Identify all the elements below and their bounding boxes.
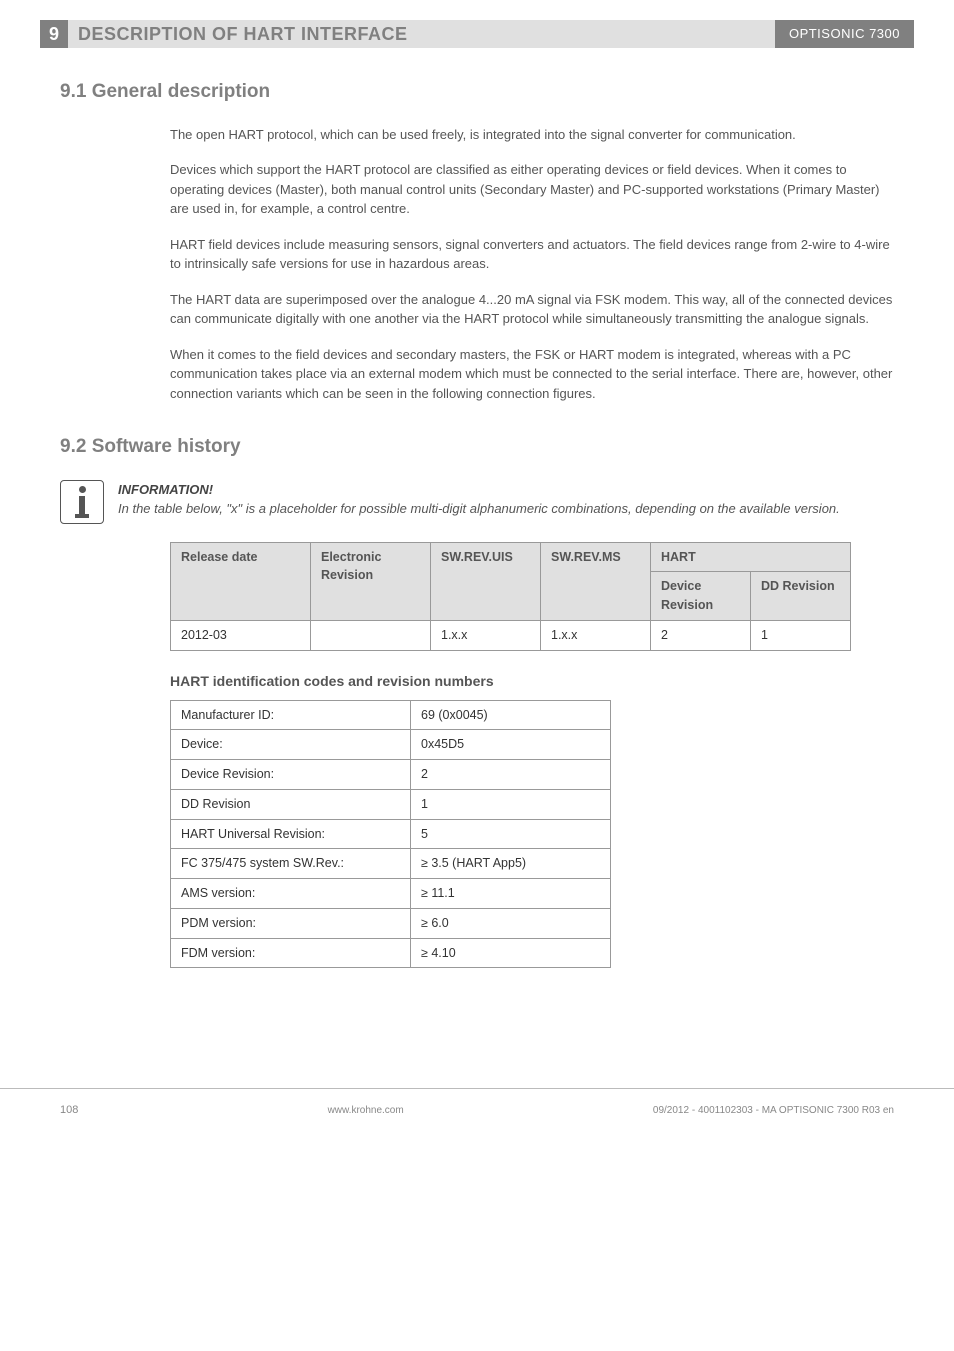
cell-ms: 1.x.x — [541, 620, 651, 650]
paragraph: HART field devices include measuring sen… — [170, 235, 894, 274]
identification-table: Manufacturer ID:69 (0x0045)Device:0x45D5… — [170, 700, 611, 969]
id-value: ≥ 3.5 (HART App5) — [411, 849, 611, 879]
paragraph: When it comes to the field devices and s… — [170, 345, 894, 404]
software-history-table: Release date Electronic Revision SW.REV.… — [170, 542, 851, 651]
th-hart: HART — [651, 542, 851, 572]
footer-doc-id: 09/2012 - 4001102303 - MA OPTISONIC 7300… — [653, 1103, 894, 1118]
th-device-revision: Device Revision — [651, 572, 751, 621]
cell-elec — [311, 620, 431, 650]
th-sw-rev-ms: SW.REV.MS — [541, 542, 651, 620]
id-value: 5 — [411, 819, 611, 849]
table-row: PDM version:≥ 6.0 — [171, 908, 611, 938]
section-9-1-heading: 9.1 General description — [60, 78, 894, 107]
table-row: HART Universal Revision:5 — [171, 819, 611, 849]
table-row: FC 375/475 system SW.Rev.:≥ 3.5 (HART Ap… — [171, 849, 611, 879]
section-9-2-heading: 9.2 Software history — [60, 433, 894, 462]
id-label: FDM version: — [171, 938, 411, 968]
page-content: 9.1 General description The open HART pr… — [0, 78, 954, 968]
id-codes-heading: HART identification codes and revision n… — [170, 671, 894, 692]
id-value: 0x45D5 — [411, 730, 611, 760]
table-row: AMS version:≥ 11.1 — [171, 879, 611, 909]
table-row: Manufacturer ID:69 (0x0045) — [171, 700, 611, 730]
paragraph: The HART data are superimposed over the … — [170, 290, 894, 329]
id-label: Device Revision: — [171, 760, 411, 790]
page-number: 108 — [60, 1102, 78, 1119]
info-text: INFORMATION! In the table below, "x" is … — [118, 480, 894, 519]
footer-url: www.krohne.com — [328, 1103, 404, 1118]
cell-uis: 1.x.x — [431, 620, 541, 650]
chapter-header: 9 DESCRIPTION OF HART INTERFACE OPTISONI… — [40, 20, 914, 48]
th-dd-revision: DD Revision — [751, 572, 851, 621]
table-row: FDM version:≥ 4.10 — [171, 938, 611, 968]
cell-devrev: 2 — [651, 620, 751, 650]
section-9-1-body: The open HART protocol, which can be use… — [170, 125, 894, 404]
id-label: HART Universal Revision: — [171, 819, 411, 849]
paragraph: Devices which support the HART protocol … — [170, 160, 894, 219]
info-icon — [60, 480, 104, 524]
cell-ddrev: 1 — [751, 620, 851, 650]
th-sw-rev-uis: SW.REV.UIS — [431, 542, 541, 620]
id-value: ≥ 4.10 — [411, 938, 611, 968]
id-value: 1 — [411, 789, 611, 819]
chapter-title: DESCRIPTION OF HART INTERFACE — [68, 20, 775, 48]
page-footer: 108 www.krohne.com 09/2012 - 4001102303 … — [0, 1088, 954, 1118]
id-value: 2 — [411, 760, 611, 790]
table-row: Device Revision:2 — [171, 760, 611, 790]
id-label: FC 375/475 system SW.Rev.: — [171, 849, 411, 879]
id-value: ≥ 11.1 — [411, 879, 611, 909]
id-label: PDM version: — [171, 908, 411, 938]
table-row: DD Revision1 — [171, 789, 611, 819]
id-label: AMS version: — [171, 879, 411, 909]
information-callout: INFORMATION! In the table below, "x" is … — [60, 480, 894, 524]
id-value: ≥ 6.0 — [411, 908, 611, 938]
th-release-date: Release date — [171, 542, 311, 620]
chapter-number: 9 — [40, 20, 68, 48]
cell-release: 2012-03 — [171, 620, 311, 650]
id-label: DD Revision — [171, 789, 411, 819]
info-title: INFORMATION! — [118, 480, 894, 500]
paragraph: The open HART protocol, which can be use… — [170, 125, 894, 145]
th-electronic-revision: Electronic Revision — [311, 542, 431, 620]
id-label: Device: — [171, 730, 411, 760]
id-value: 69 (0x0045) — [411, 700, 611, 730]
table-row: 2012-03 1.x.x 1.x.x 2 1 — [171, 620, 851, 650]
product-name: OPTISONIC 7300 — [775, 20, 914, 48]
table-row: Device:0x45D5 — [171, 730, 611, 760]
id-label: Manufacturer ID: — [171, 700, 411, 730]
info-body: In the table below, "x" is a placeholder… — [118, 499, 894, 519]
